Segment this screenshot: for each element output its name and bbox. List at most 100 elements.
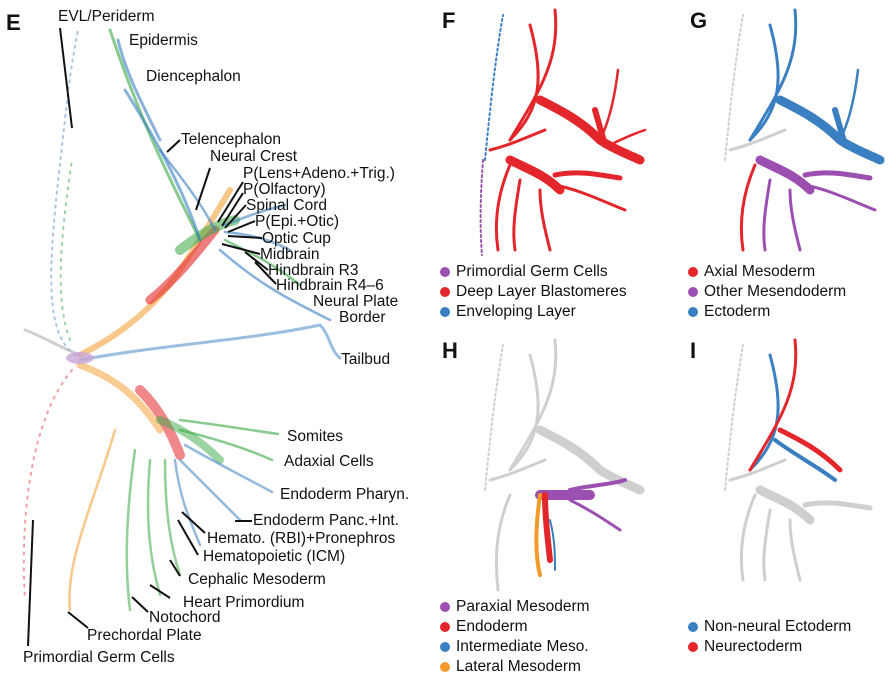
legend-g: Axial Mesoderm Other Mesendoderm Ectoder… (688, 262, 846, 322)
label-neural-plate: Neural Plate (313, 293, 399, 310)
label-telencephalon: Telencephalon (181, 131, 281, 148)
branch-cephalic (163, 458, 182, 577)
branch-tailbud (78, 323, 342, 362)
h-bottom-right (568, 478, 627, 492)
g-down-1 (788, 188, 802, 252)
legend-g-item: Other Mesendoderm (688, 282, 846, 302)
legend-dot (688, 642, 698, 652)
leader-heart (149, 584, 171, 599)
leader-epi-otic (227, 220, 256, 233)
g-hub-top-2 (832, 107, 848, 148)
i-bottom-hub (755, 485, 815, 525)
branch-heart (146, 458, 162, 597)
legend-f-item: Primordial Germ Cells (440, 262, 627, 282)
i-trunk (728, 458, 787, 482)
label-border: Border (339, 309, 386, 326)
f-top-branch-2 (508, 8, 558, 142)
label-p-epi-otic: P(Epi.+Otic) (255, 213, 339, 230)
h-endoderm (542, 492, 553, 563)
legend-i-item: Non-neural Ectoderm (688, 617, 851, 637)
i-top-branch (748, 353, 780, 472)
legend-label: Lateral Mesoderm (456, 658, 581, 675)
panel-f-tree (479, 8, 647, 256)
legend-label: Paraxial Mesoderm (456, 598, 590, 615)
leader-hematopoietic (177, 519, 199, 556)
i-down-1 (788, 518, 802, 582)
leader-hemato-rbi (181, 511, 206, 534)
label-evl-periderm: EVL/Periderm (58, 8, 155, 25)
f-evl-line (484, 14, 504, 161)
f-hub-top (535, 95, 645, 165)
i-top-branch-2 (748, 338, 798, 472)
legend-label: Primordial Germ Cells (456, 263, 608, 280)
panel-letter-h: H (442, 338, 458, 363)
leader-spinal (224, 204, 247, 229)
legend-f-item: Deep Layer Blastomeres (440, 282, 627, 302)
i-bottom-right (802, 500, 873, 511)
leader-midbrain (221, 243, 261, 255)
h-left-line (484, 344, 504, 491)
branch-pgc (22, 369, 73, 601)
f-trunk (488, 128, 547, 152)
label-hindbrain-r3: Hindbrain R3 (268, 262, 359, 279)
h-hub-top (535, 425, 645, 495)
legend-dot (440, 662, 450, 672)
branch-endoderm-pharyn (183, 443, 274, 494)
central-node (66, 352, 94, 364)
legend-label: Neurectoderm (704, 638, 803, 655)
legend-h-item: Endoderm (440, 617, 590, 637)
panel-letter-g: G (690, 8, 708, 33)
label-midbrain: Midbrain (260, 246, 320, 263)
legend-dot (688, 307, 698, 317)
g-top-branch-2 (748, 8, 798, 142)
branch-epidermis-blue (116, 38, 162, 142)
branch-telencephalon (158, 148, 217, 232)
legend-g-item: Axial Mesoderm (688, 262, 846, 282)
legend-h-item: Intermediate Meso. (440, 637, 590, 657)
h-intermediate (549, 519, 556, 571)
h-top-branch-2 (508, 338, 558, 472)
label-endoderm-pharyn: Endoderm Pharyn. (280, 486, 410, 503)
label-primordial-germ-cells: Primordial Germ Cells (23, 649, 175, 666)
legend-dot (440, 287, 450, 297)
h-bottom-right-2 (568, 498, 622, 532)
leader-lens (217, 181, 244, 223)
legend-label: Endoderm (456, 618, 528, 635)
label-somites: Somites (287, 428, 343, 445)
label-heart-primordium: Heart Primordium (183, 594, 305, 611)
legend-i-item: Neurectoderm (688, 637, 851, 657)
branch-epidermis (108, 28, 202, 242)
leader-hindbrain-r3 (244, 251, 269, 271)
g-bottom-right (802, 170, 873, 181)
leader-prechordal (67, 611, 89, 629)
g-hub-top (775, 95, 885, 165)
f-bottom-right-2 (553, 183, 627, 212)
leader-telencephalon (166, 139, 181, 153)
h-top-branch (508, 353, 540, 472)
legend-f-item: Enveloping Layer (440, 302, 627, 322)
legend-dot (688, 622, 698, 632)
branch-evl-grey (23, 328, 82, 357)
panel-e-leader-lines (27, 27, 277, 647)
g-top-branch (748, 23, 780, 142)
label-hematopoietic-icm: Hematopoietic (ICM) (203, 548, 346, 565)
label-p-olfactory: P(Olfactory) (243, 181, 326, 198)
label-endoderm-panc-int: Endoderm Panc.+Int. (253, 512, 400, 529)
legend-label: Ectoderm (704, 303, 771, 320)
f-right-top (598, 68, 620, 142)
leader-neural-crest (195, 167, 211, 211)
legend-label: Intermediate Meso. (456, 638, 589, 655)
label-hemato-rbi: Hemato. (RBI)+Pronephros (207, 530, 396, 547)
legend-label: Non-neural Ectoderm (704, 618, 852, 635)
legend-dot (440, 267, 450, 277)
leader-optic (227, 235, 263, 239)
branch-somites (178, 418, 280, 436)
leader-notochord (131, 596, 149, 613)
leader-evl (59, 27, 73, 129)
branch-adaxial (178, 428, 274, 462)
legend-g-item: Ectoderm (688, 302, 846, 322)
g-trunk (728, 128, 787, 152)
panel-i-tree (724, 338, 873, 582)
